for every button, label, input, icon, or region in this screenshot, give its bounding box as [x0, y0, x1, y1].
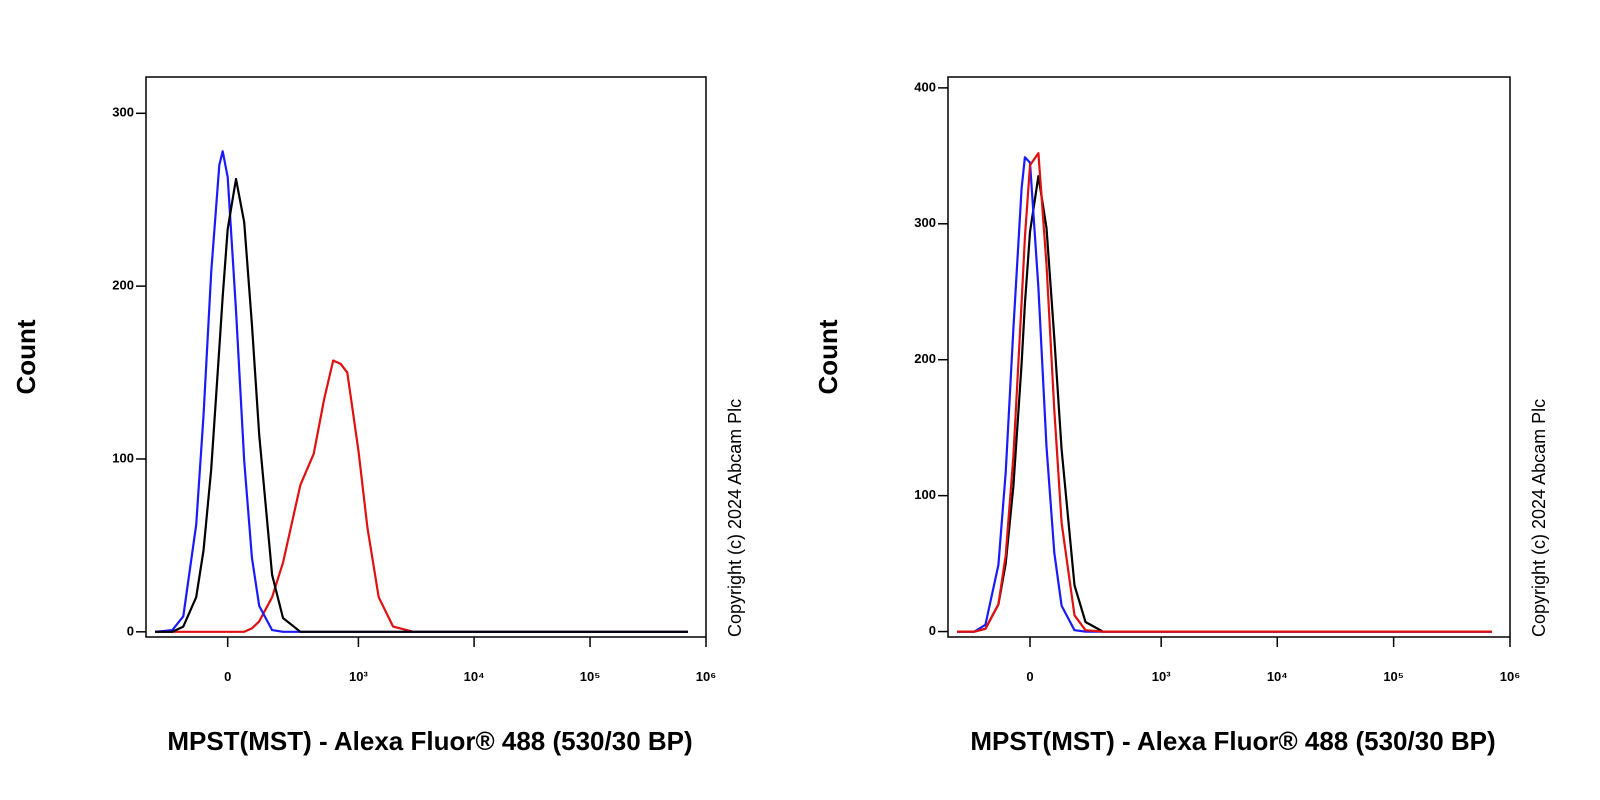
y-tick-label: 200	[112, 278, 134, 293]
plot-frame	[947, 76, 1511, 638]
histogram-curve	[957, 175, 1492, 633]
x-tick-label: 10⁶	[1500, 669, 1520, 684]
x-tick-label: 10⁴	[464, 669, 485, 684]
x-axis-label: MPST(MST) - Alexa Fluor® 488 (530/30 BP)	[970, 726, 1495, 756]
y-axis-label: Count	[813, 319, 843, 394]
x-axis-label: MPST(MST) - Alexa Fluor® 488 (530/30 BP)	[167, 726, 692, 756]
x-tick-label: 10³	[1152, 669, 1171, 684]
y-tick-label: 300	[914, 215, 936, 230]
histogram-curve	[154, 150, 688, 633]
x-tick-label: 10³	[349, 669, 368, 684]
y-tick-label: 0	[929, 623, 936, 638]
x-tick-label: 10⁴	[1267, 669, 1288, 684]
y-tick-label: 0	[127, 623, 134, 638]
x-tick-label: 10⁵	[580, 669, 601, 684]
chart: 0 100 200 300 0 10³ 10⁴ 10⁵ 10⁶ Count MPST(MST) - …	[11, 76, 745, 756]
x-tick-label: 10⁶	[696, 669, 716, 684]
histogram-curve	[957, 156, 1492, 633]
plot-frame	[145, 76, 707, 638]
y-tick-label: 100	[914, 487, 936, 502]
y-tick-label: 200	[914, 351, 936, 366]
x-tick-label: 10⁵	[1383, 669, 1404, 684]
histogram-curve	[155, 359, 688, 633]
y-tick-label: 300	[112, 105, 134, 120]
histogram-curve	[155, 177, 688, 633]
x-tick-label: 0	[1026, 669, 1033, 684]
y-tick-label: 400	[914, 79, 936, 94]
y-tick-label: 100	[112, 450, 134, 465]
histogram-curve	[957, 152, 1492, 633]
x-tick-label: 0	[224, 669, 231, 684]
copyright-note: Copyright (c) 2024 Abcam Plc	[1529, 399, 1549, 637]
chart: 0 100 200 300 400 0 10³ 10⁴ 10⁵ 10⁶ Count MPST(MST)…	[813, 76, 1549, 756]
y-axis-label: Count	[11, 319, 41, 394]
copyright-note: Copyright (c) 2024 Abcam Plc	[725, 399, 745, 637]
